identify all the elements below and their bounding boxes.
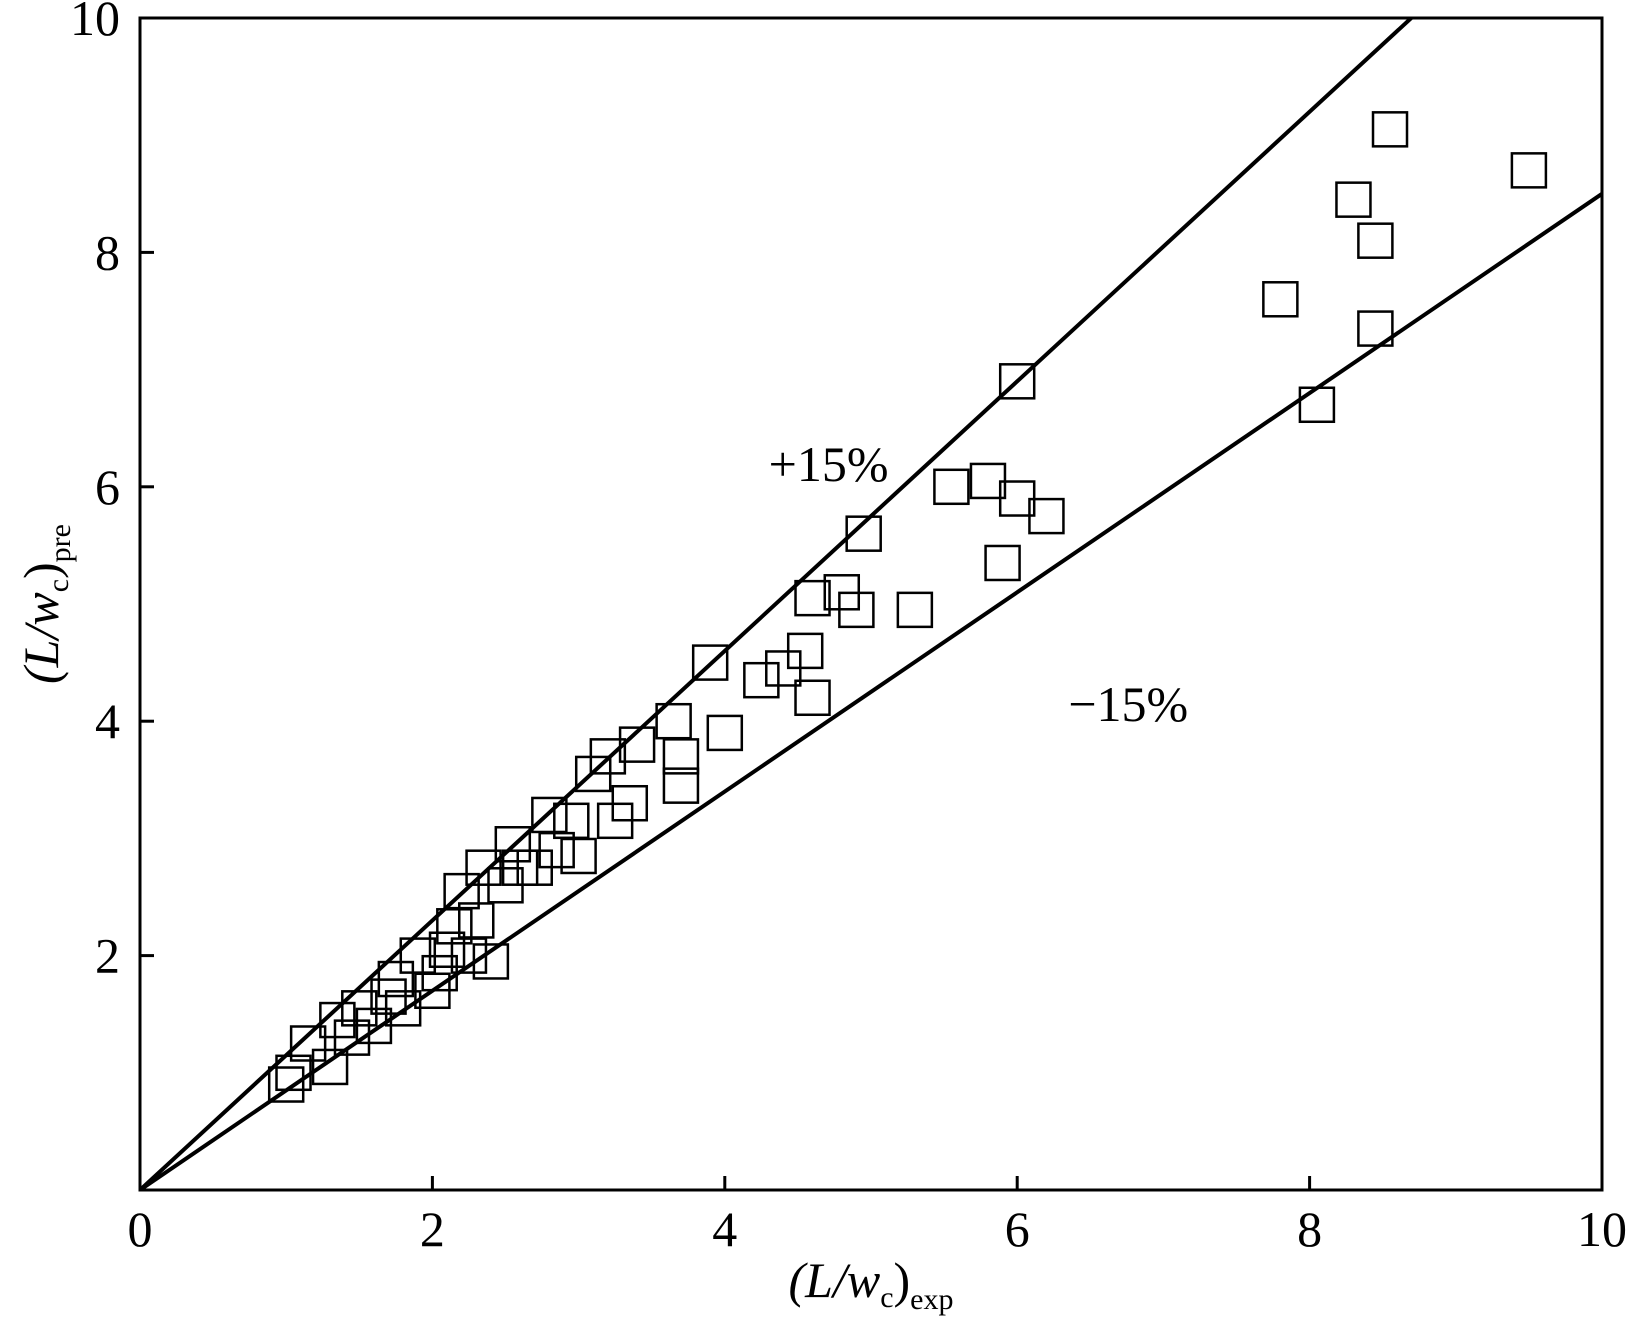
- data-point: [1262, 281, 1299, 318]
- reference-line-minus-15: [140, 192, 1602, 1190]
- data-point: [428, 931, 466, 968]
- data-point: [662, 767, 700, 804]
- x-tick-label: 6: [1005, 1201, 1030, 1257]
- x-axis-title: (L/wc)exp: [788, 1252, 953, 1316]
- data-point: [560, 837, 597, 875]
- data-point: [443, 872, 480, 910]
- data-point: [1335, 181, 1372, 218]
- data-point: [1371, 111, 1409, 148]
- data-point: [538, 831, 575, 869]
- y-tick-label: 8: [95, 224, 120, 280]
- x-tick-label: 4: [712, 1201, 737, 1257]
- data-point: [845, 515, 882, 552]
- axis-tick-labels: 0 2 4 6 8 10 2 4 6 8 10: [70, 0, 1627, 1257]
- data-point: [1357, 310, 1394, 347]
- data-point: [1510, 152, 1548, 189]
- data-point: [896, 591, 934, 629]
- data-point: [1028, 497, 1065, 535]
- y-tick-label: 10: [70, 0, 120, 46]
- data-point: [472, 943, 510, 980]
- plot-frame: [138, 16, 1604, 1192]
- data-point: [618, 726, 656, 763]
- data-point: [998, 363, 1036, 400]
- data-point: [706, 714, 744, 752]
- y-axis-title: (L/wc)pre: [13, 524, 77, 684]
- annotation-minus-15: −15%: [1068, 676, 1188, 732]
- data-point: [333, 1019, 371, 1056]
- data-point: [1298, 386, 1336, 424]
- y-tick-label: 4: [95, 693, 120, 749]
- annotation-plus-15: +15%: [769, 436, 889, 492]
- data-point: [691, 644, 729, 681]
- data-point: [458, 902, 495, 939]
- data-point: [786, 632, 824, 670]
- x-tick-label: 2: [420, 1201, 445, 1257]
- data-point: [1357, 222, 1394, 259]
- data-point: [377, 960, 415, 998]
- x-tick-label: 10: [1577, 1201, 1627, 1257]
- data-point: [494, 826, 532, 863]
- data-point: [662, 738, 700, 775]
- data-point: [289, 1025, 327, 1062]
- data-point: [933, 468, 970, 506]
- data-point: [838, 591, 875, 629]
- x-tick-label: 8: [1297, 1201, 1322, 1257]
- y-tick-label: 6: [95, 459, 120, 515]
- data-point: [611, 784, 649, 822]
- axis-ticks: [140, 250, 1312, 1190]
- x-tick-label: 0: [128, 1201, 153, 1257]
- data-point: [311, 1048, 349, 1086]
- data-points: [267, 111, 1548, 1103]
- data-point: [275, 1054, 312, 1092]
- data-point: [794, 579, 831, 617]
- data-point: [267, 1066, 305, 1103]
- y-tick-label: 2: [95, 928, 120, 984]
- data-point: [743, 661, 780, 699]
- data-point: [984, 544, 1021, 582]
- annotations: +15% −15%: [769, 436, 1189, 732]
- data-point: [589, 738, 627, 775]
- data-point: [794, 679, 831, 717]
